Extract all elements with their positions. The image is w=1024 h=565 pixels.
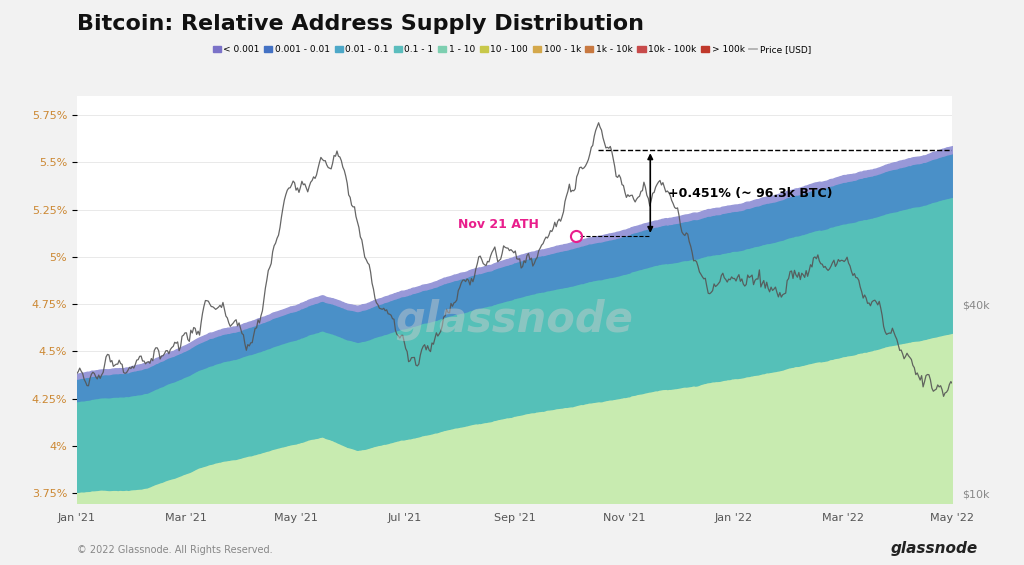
Text: glassnode: glassnode xyxy=(395,299,634,341)
Legend: < 0.001, 0.001 - 0.01, 0.01 - 0.1, 0.1 - 1, 1 - 10, 10 - 100, 100 - 1k, 1k - 10k: < 0.001, 0.001 - 0.01, 0.01 - 0.1, 0.1 -… xyxy=(209,41,815,58)
Text: Bitcoin: Relative Address Supply Distribution: Bitcoin: Relative Address Supply Distrib… xyxy=(77,14,644,34)
Text: +0.451% (~ 96.3k BTC): +0.451% (~ 96.3k BTC) xyxy=(668,186,833,199)
Text: glassnode: glassnode xyxy=(891,541,978,555)
Text: © 2022 Glassnode. All Rights Reserved.: © 2022 Glassnode. All Rights Reserved. xyxy=(77,545,272,555)
Text: Nov 21 ATH: Nov 21 ATH xyxy=(458,218,539,231)
